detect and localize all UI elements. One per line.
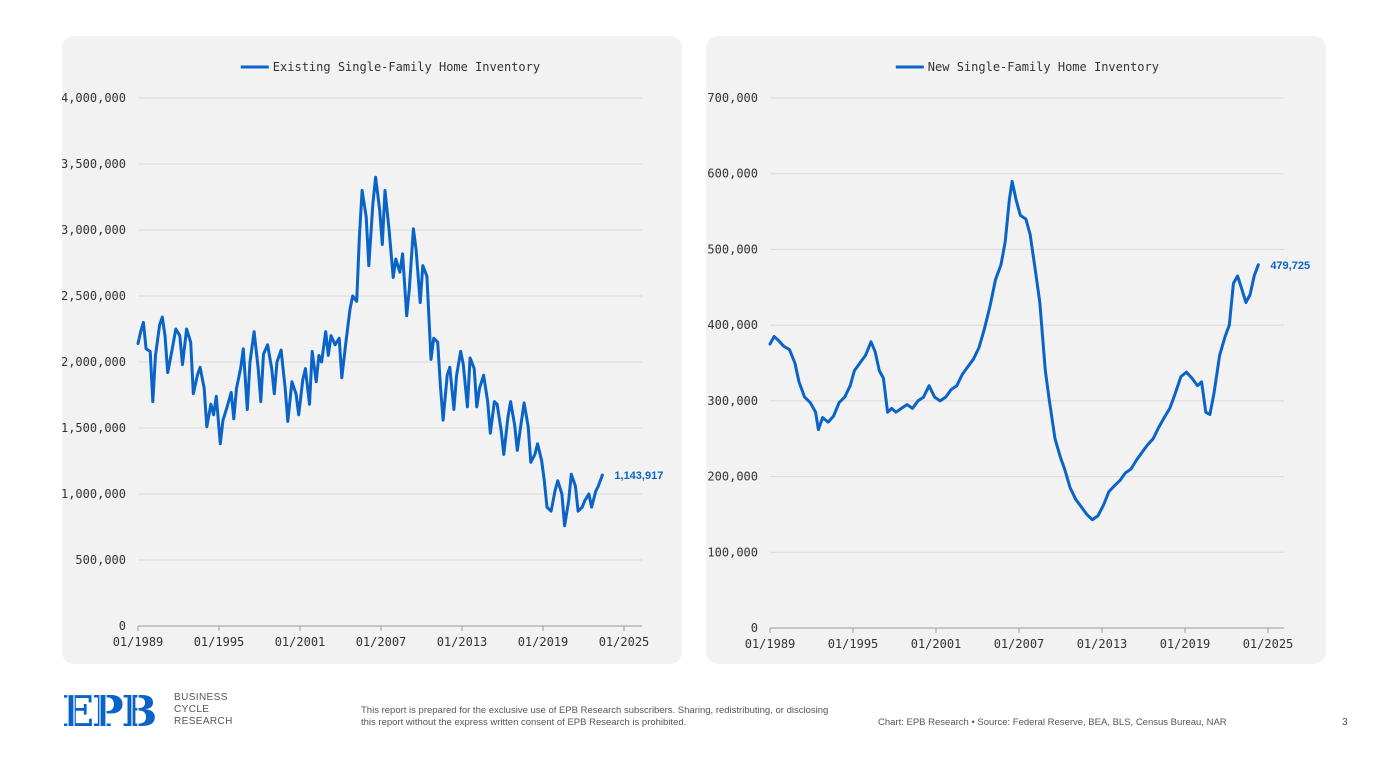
y-tick-label: 1,000,000 xyxy=(62,487,126,501)
x-tick-label: 01/2001 xyxy=(275,635,326,649)
end-value-label: 479,725 xyxy=(1270,260,1310,272)
y-tick-label: 300,000 xyxy=(707,394,758,408)
page-number: 3 xyxy=(1342,717,1348,728)
y-tick-label: 3,000,000 xyxy=(62,223,126,237)
chart-source: Chart: EPB Research • Source: Federal Re… xyxy=(878,717,1227,728)
y-tick-label: 500,000 xyxy=(707,242,758,256)
logo-caption: BUSINESS CYCLE RESEARCH xyxy=(174,692,233,728)
x-tick-label: 01/2007 xyxy=(994,637,1045,651)
y-tick-label: 100,000 xyxy=(707,545,758,559)
series-line xyxy=(768,179,1260,522)
x-tick-label: 01/1995 xyxy=(194,635,245,649)
y-tick-label: 3,500,000 xyxy=(62,157,126,171)
y-tick-label: 1,500,000 xyxy=(62,421,126,435)
x-tick-label: 01/1989 xyxy=(113,635,164,649)
x-tick-label: 01/2025 xyxy=(599,635,650,649)
chart-panel-new-inventory: New Single-Family Home Inventory 0 100,000… xyxy=(706,36,1326,664)
y-tick-label: 2,000,000 xyxy=(62,355,126,369)
disclaimer: This report is prepared for the exclusiv… xyxy=(361,705,829,728)
y-tick-label: 0 xyxy=(119,619,126,633)
x-tick-label: 01/1989 xyxy=(745,637,796,651)
legend-label: New Single-Family Home Inventory xyxy=(928,60,1159,74)
y-tick-label: 400,000 xyxy=(707,318,758,332)
x-tick-label: 01/2013 xyxy=(437,635,488,649)
x-tick-label: 01/2025 xyxy=(1243,637,1294,651)
y-tick-label: 500,000 xyxy=(75,553,126,567)
logo-caption-line: RESEARCH xyxy=(174,716,233,727)
y-tick-label: 200,000 xyxy=(707,470,758,484)
y-tick-label: 700,000 xyxy=(707,91,758,105)
logo-letters: EPB xyxy=(62,690,156,730)
epb-logo-mark: EPB xyxy=(62,690,158,730)
series-line xyxy=(136,175,604,528)
y-tick-label: 600,000 xyxy=(707,167,758,181)
x-tick-label: 01/2001 xyxy=(911,637,962,651)
logo-caption-line: BUSINESS xyxy=(174,692,228,703)
end-value-label: 1,143,917 xyxy=(614,470,663,482)
x-tick-label: 01/2019 xyxy=(518,635,569,649)
x-tick-label: 01/2013 xyxy=(1077,637,1128,651)
x-tick-label: 01/1995 xyxy=(828,637,879,651)
logo-caption-line: CYCLE xyxy=(174,704,210,715)
y-tick-label: 4,000,000 xyxy=(62,91,126,105)
existing-inventory-chart: Existing Single-Family Home Inventory 0 50… xyxy=(62,60,663,649)
y-tick-label: 2,500,000 xyxy=(62,289,126,303)
new-inventory-chart: New Single-Family Home Inventory 0 100,000… xyxy=(707,60,1310,651)
chart-panel-existing-inventory: Existing Single-Family Home Inventory 0 50… xyxy=(62,36,682,664)
y-tick-label: 0 xyxy=(751,621,758,635)
legend-label: Existing Single-Family Home Inventory xyxy=(273,60,540,74)
x-tick-label: 01/2019 xyxy=(1160,637,1211,651)
epb-logo: EPB BUSINESS CYCLE RESEARCH xyxy=(62,690,233,730)
x-tick-label: 01/2007 xyxy=(356,635,407,649)
